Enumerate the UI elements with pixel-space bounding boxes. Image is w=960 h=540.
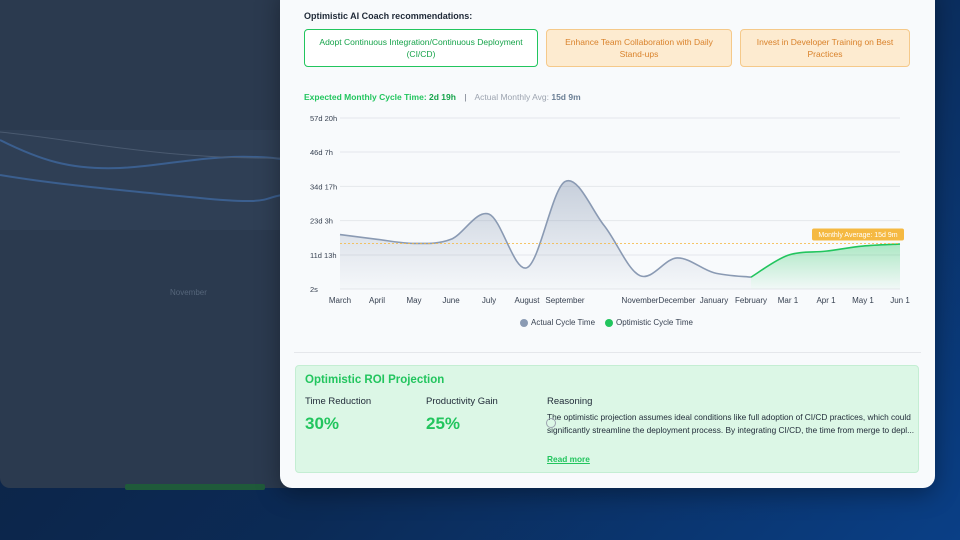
main-panel: Optimistic AI Coach recommendations: Ado… bbox=[280, 0, 935, 488]
x-tick-label: Jun 1 bbox=[890, 296, 910, 305]
background-green-bar bbox=[125, 484, 265, 490]
time-reduction-value: 30% bbox=[305, 414, 340, 433]
productivity-gain-label: Productivity Gain bbox=[426, 396, 498, 407]
series-line-optimistic bbox=[750, 243, 901, 278]
reasoning-text: The optimistic projection assumes ideal … bbox=[547, 412, 915, 435]
series-area-actual bbox=[340, 180, 751, 289]
x-tick-label: December bbox=[659, 296, 696, 305]
legend-label-actual: Actual Cycle Time bbox=[531, 318, 596, 327]
average-label-text: Monthly Average: 15d 9m bbox=[818, 232, 897, 239]
legend-item-actual[interactable]: Actual Cycle Time bbox=[520, 318, 595, 327]
x-tick-label: March bbox=[329, 296, 351, 305]
y-tick-label: 23d 3h bbox=[310, 217, 333, 226]
x-tick-label: January bbox=[700, 296, 728, 305]
recommendation-training-button[interactable]: Invest in Developer Training on Best Pra… bbox=[740, 29, 910, 67]
productivity-gain-value: 25% bbox=[426, 414, 461, 433]
cycle-time-chart: 2s 11d 13h 23d 3h 34d 17h 46d 7h 57d 20h March… bbox=[310, 114, 910, 305]
x-tick-label: Apr 1 bbox=[816, 296, 836, 305]
roi-title: Optimistic ROI Projection bbox=[305, 374, 445, 386]
actual-avg-value: 15d 9m bbox=[551, 92, 581, 102]
x-tick-label: February bbox=[735, 296, 767, 305]
y-tick-label: 34d 17h bbox=[310, 182, 337, 191]
roi-projection-card: Optimistic ROI Projection Time Reduction… bbox=[295, 365, 919, 473]
actual-avg-label: Actual Monthly Avg: bbox=[474, 92, 549, 102]
x-tick-label: July bbox=[482, 296, 496, 305]
x-tick-label: September bbox=[545, 296, 584, 305]
x-tick-label: November bbox=[622, 296, 659, 305]
cycle-summary: Expected Monthly Cycle Time: 2d 19h | Ac… bbox=[304, 92, 581, 102]
read-more-link[interactable]: Read more bbox=[547, 454, 590, 464]
y-tick-label: 57d 20h bbox=[310, 114, 337, 123]
y-tick-label: 11d 13h bbox=[310, 251, 337, 260]
reasoning-label: Reasoning bbox=[547, 396, 593, 407]
x-tick-label: May 1 bbox=[852, 296, 874, 305]
legend-dot-optimistic-icon bbox=[605, 318, 614, 327]
average-label-badge bbox=[812, 228, 904, 241]
x-tick-label: August bbox=[515, 296, 541, 305]
recommendations-title: Optimistic AI Coach recommendations: bbox=[304, 11, 473, 21]
x-tick-label: Mar 1 bbox=[778, 296, 799, 305]
cycle-separator: | bbox=[464, 92, 467, 102]
time-reduction-label: Time Reduction bbox=[305, 396, 372, 407]
recommendation-cicd-button[interactable]: Adopt Continuous Integration/Continuous … bbox=[304, 29, 538, 67]
x-tick-label: June bbox=[442, 296, 460, 305]
x-tick-label: May bbox=[406, 296, 421, 305]
recommendation-standups-button[interactable]: Enhance Team Collaboration with Daily St… bbox=[546, 29, 732, 67]
expected-cycle-value: 2d 19h bbox=[429, 92, 456, 102]
background-month-label: November bbox=[170, 288, 207, 297]
expected-cycle-label: Expected Monthly Cycle Time: bbox=[304, 92, 427, 102]
y-tick-label: 46d 7h bbox=[310, 148, 333, 157]
chart-legend: Actual Cycle Time Optimistic Cycle Time bbox=[520, 318, 693, 327]
legend-dot-actual-icon bbox=[520, 318, 528, 327]
legend-label-optimistic: Optimistic Cycle Time bbox=[616, 318, 693, 327]
recommendation-label: Enhance Team Collaboration with Daily St… bbox=[565, 36, 713, 60]
recommendation-label: Adopt Continuous Integration/Continuous … bbox=[319, 36, 523, 60]
x-tick-label: April bbox=[369, 296, 385, 305]
background-chart-lines bbox=[0, 131, 290, 203]
section-divider bbox=[294, 352, 921, 353]
legend-item-optimistic[interactable]: Optimistic Cycle Time bbox=[605, 318, 693, 327]
background-chart-band bbox=[0, 130, 290, 230]
cursor-ring-icon bbox=[546, 418, 556, 428]
y-tick-label: 2s bbox=[310, 285, 318, 294]
recommendation-label: Invest in Developer Training on Best Pra… bbox=[756, 36, 894, 60]
background-app: November bbox=[0, 0, 290, 488]
